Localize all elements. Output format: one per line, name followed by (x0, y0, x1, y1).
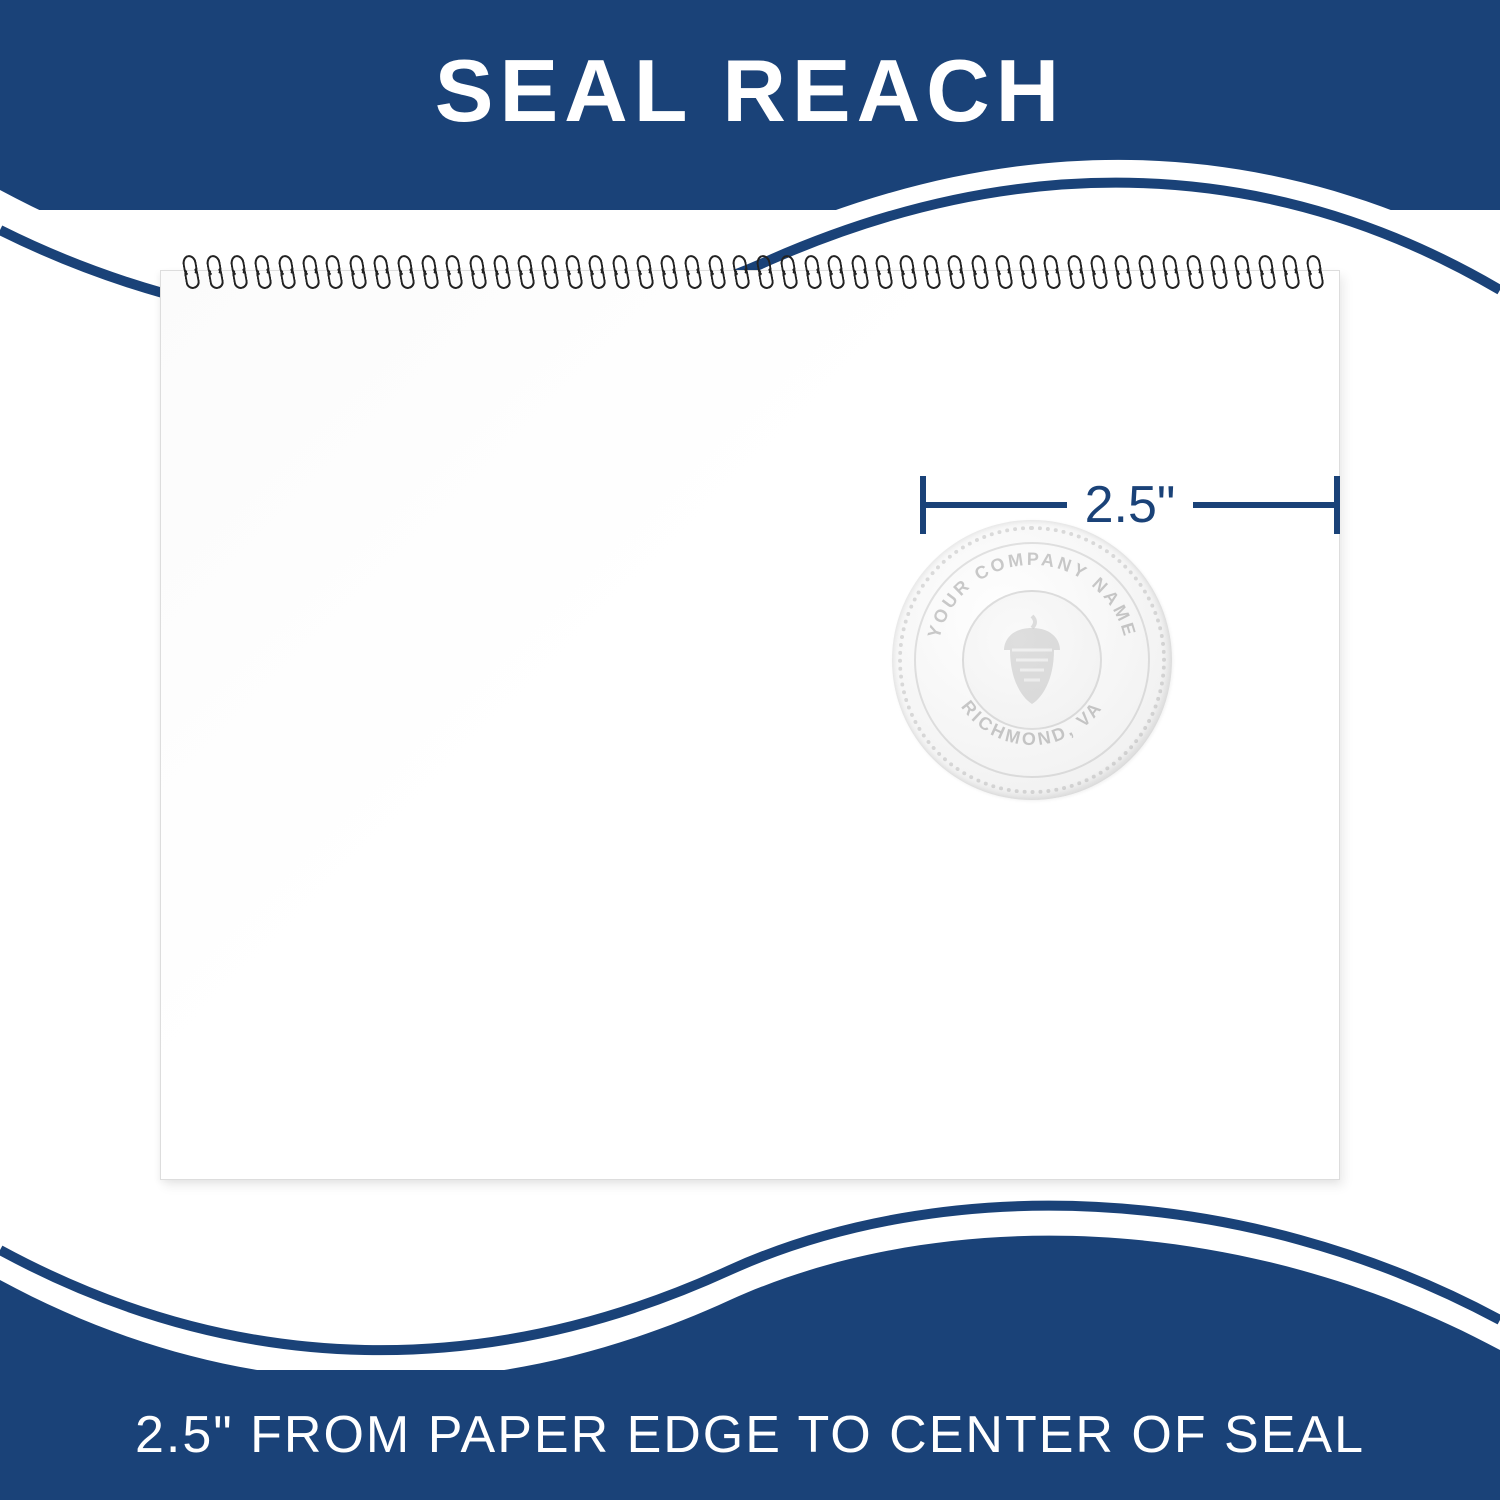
spiral-loop (348, 253, 362, 289)
spiral-loop (516, 253, 530, 289)
spiral-loop (444, 253, 458, 289)
spiral-loop (301, 253, 315, 289)
spiral-loop (707, 253, 721, 289)
spiral-loop (1137, 253, 1151, 289)
spiral-loop (1113, 253, 1127, 289)
spiral-loop (492, 253, 506, 289)
spiral-loop (1018, 253, 1032, 289)
spiral-loop (1257, 253, 1271, 289)
spiral-loop (205, 253, 219, 289)
header-banner: SEAL REACH (0, 0, 1500, 210)
embossed-seal: YOUR COMPANY NAME RICHMOND, VA (892, 520, 1172, 800)
bracket-line-right (1193, 502, 1334, 508)
spiral-loop (587, 253, 601, 289)
spiral-loop (396, 253, 410, 289)
spiral-loop (1233, 253, 1247, 289)
spiral-loop (826, 253, 840, 289)
spiral-loop (898, 253, 912, 289)
spiral-loop (683, 253, 697, 289)
spiral-loop (372, 253, 386, 289)
spiral-loop (540, 253, 554, 289)
spiral-loop (946, 253, 960, 289)
spiral-loop (874, 253, 888, 289)
spiral-loop (659, 253, 673, 289)
bracket-cap-right (1334, 476, 1340, 534)
footer-banner: 2.5" FROM PAPER EDGE TO CENTER OF SEAL (0, 1370, 1500, 1500)
spiral-loop (994, 253, 1008, 289)
spiral-loop (1161, 253, 1175, 289)
spiral-loop (1209, 253, 1223, 289)
spiral-loop (229, 253, 243, 289)
spiral-loop (1281, 253, 1295, 289)
acorn-icon (982, 610, 1082, 710)
spiral-loop (420, 253, 434, 289)
spiral-loop (970, 253, 984, 289)
spiral-loop (635, 253, 649, 289)
spiral-loop (324, 253, 338, 289)
spiral-loop (277, 253, 291, 289)
spiral-loop (1305, 253, 1319, 289)
spiral-loop (850, 253, 864, 289)
spiral-loop (922, 253, 936, 289)
spiral-loop (253, 253, 267, 289)
spiral-loop (564, 253, 578, 289)
spiral-loop (181, 253, 195, 289)
bracket-line-left (926, 502, 1067, 508)
spiral-loop (779, 253, 793, 289)
spiral-binding (181, 253, 1319, 293)
spiral-loop (468, 253, 482, 289)
spiral-loop (1042, 253, 1056, 289)
spiral-loop (1066, 253, 1080, 289)
spiral-loop (731, 253, 745, 289)
page-title: SEAL REACH (0, 0, 1500, 142)
spiral-loop (755, 253, 769, 289)
spiral-loop (803, 253, 817, 289)
spiral-loop (1185, 253, 1199, 289)
spiral-loop (1089, 253, 1103, 289)
footer-caption: 2.5" FROM PAPER EDGE TO CENTER OF SEAL (135, 1405, 1365, 1465)
spiral-loop (611, 253, 625, 289)
